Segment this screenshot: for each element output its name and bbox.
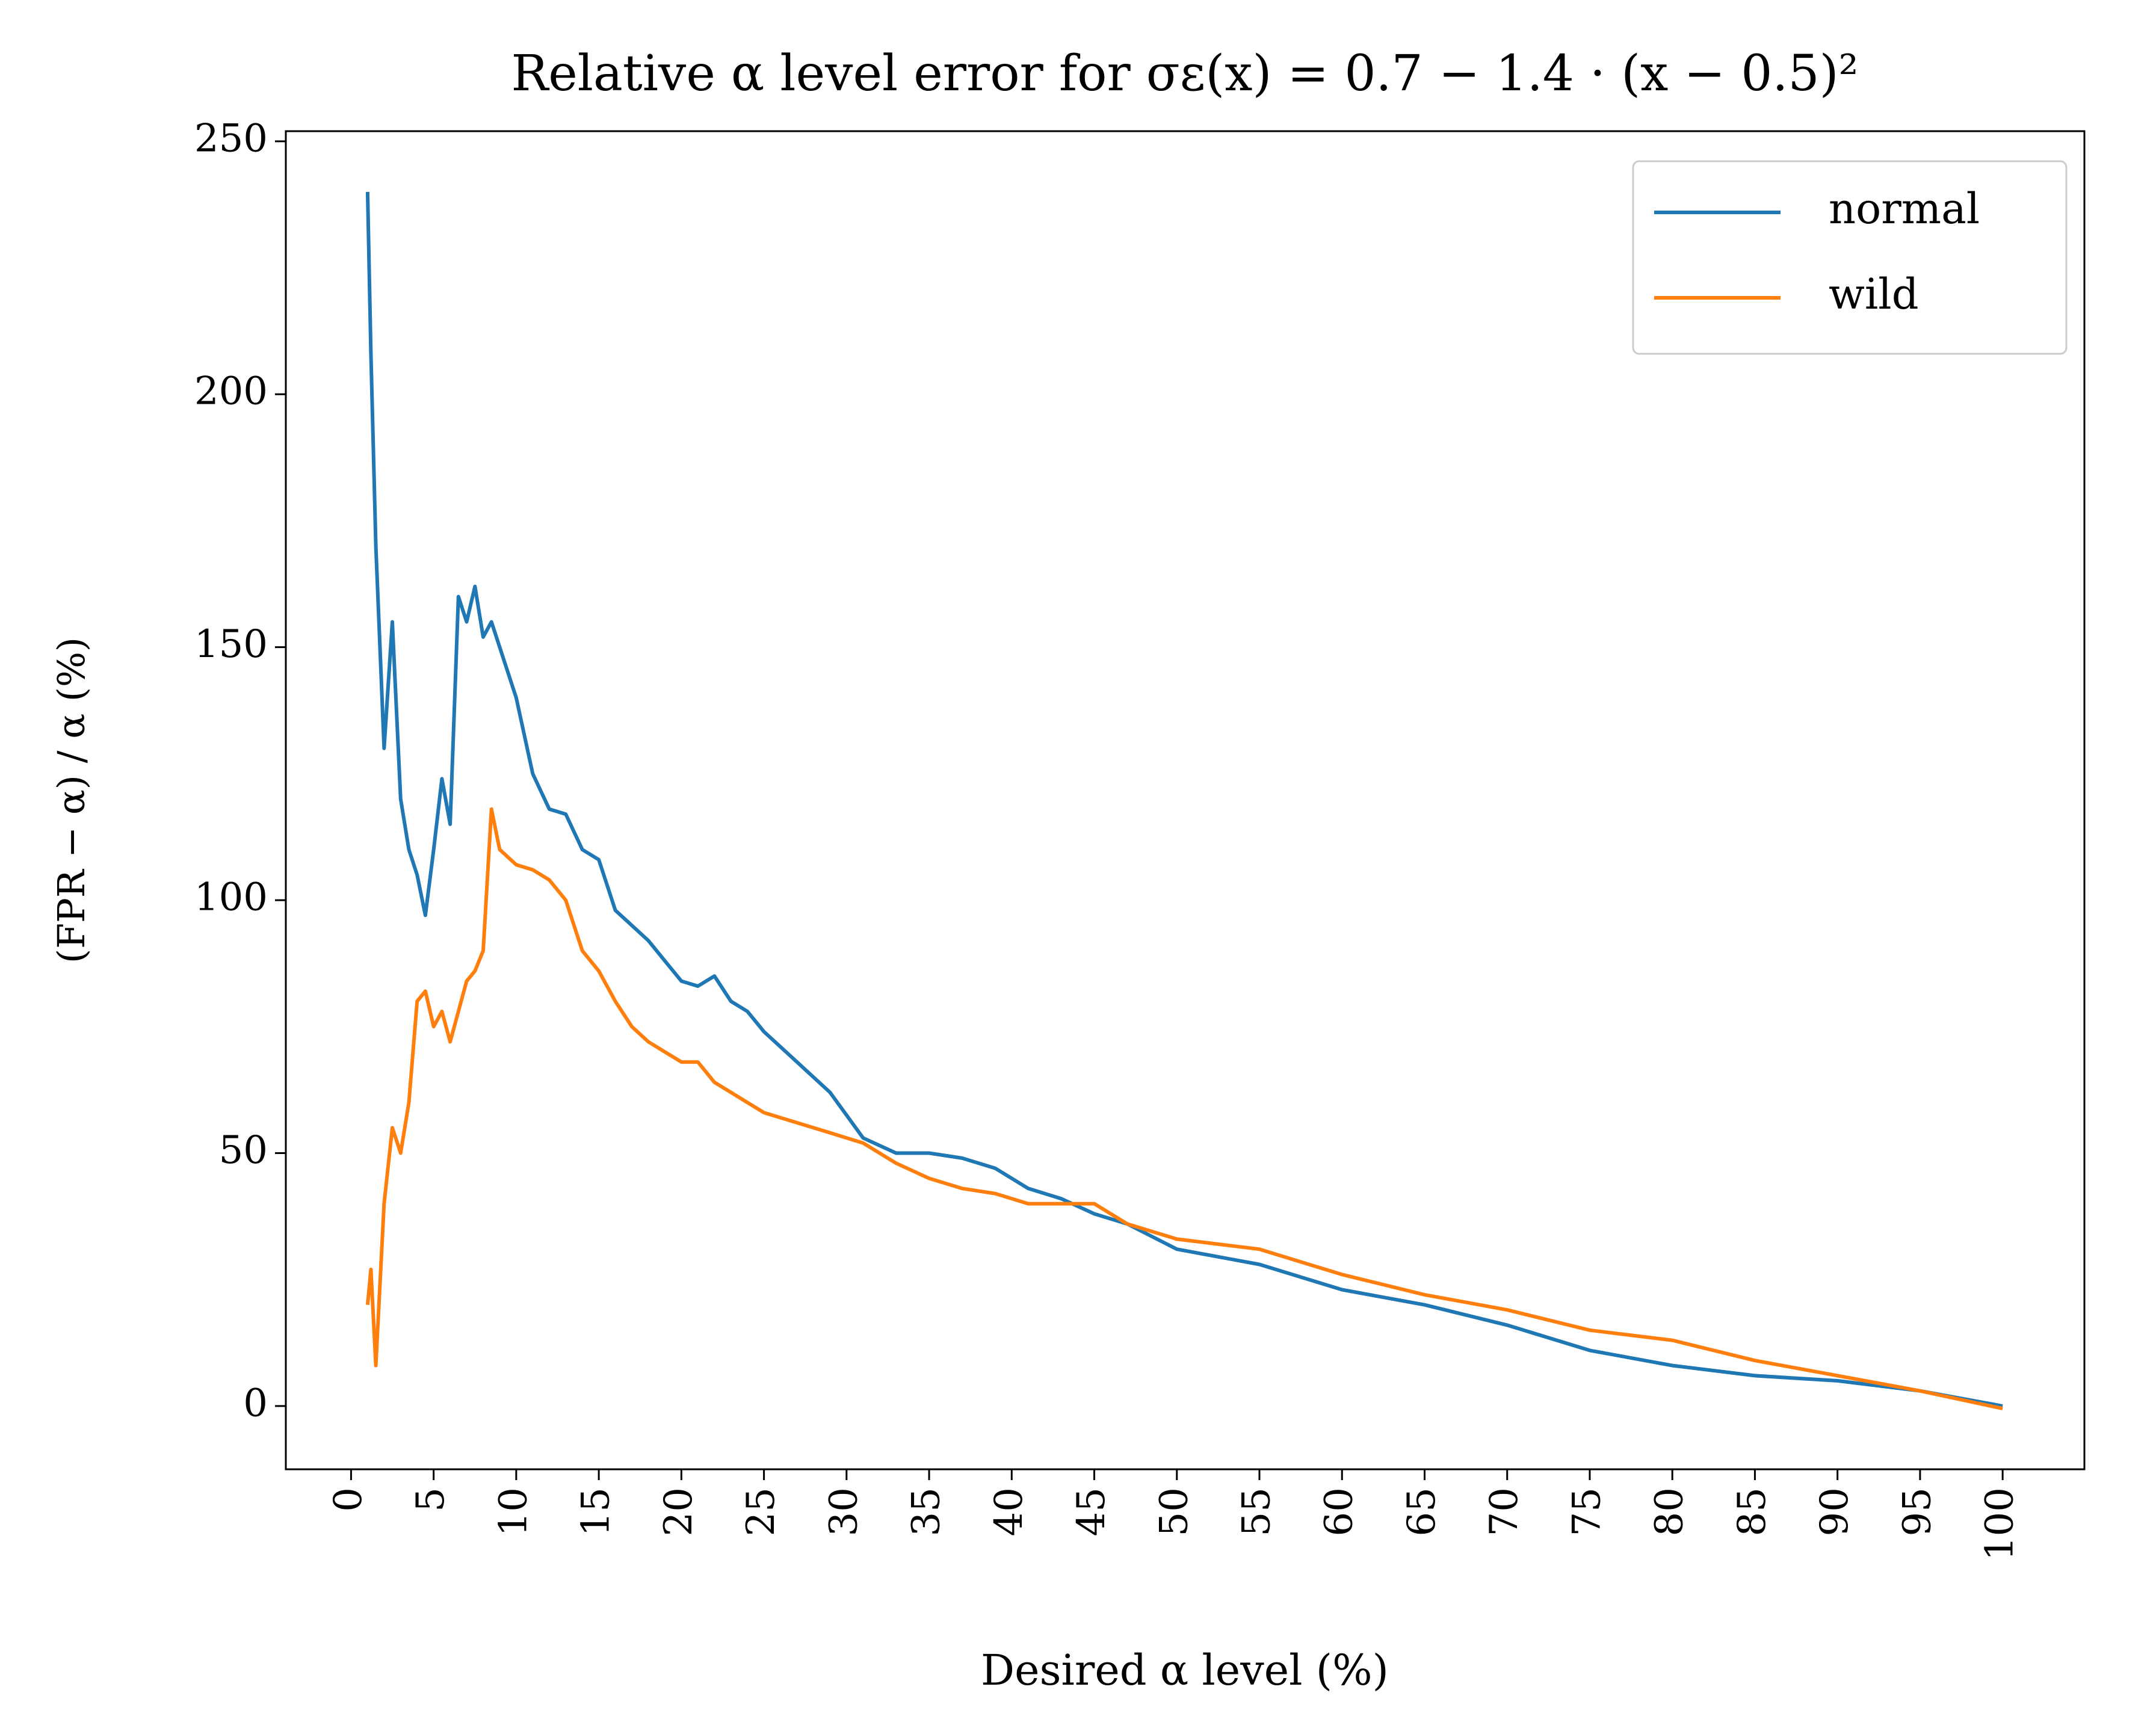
legend-box — [1632, 160, 2068, 355]
x-tick-label: 45 — [1069, 1487, 1114, 1536]
x-tick-label: 70 — [1482, 1487, 1527, 1536]
y-tick-label: 150 — [194, 622, 268, 667]
axes-frame — [285, 130, 2086, 1470]
x-tick-label: 65 — [1400, 1487, 1444, 1536]
x-tick-label: 90 — [1812, 1487, 1857, 1536]
x-tick-label: 0 — [326, 1487, 371, 1512]
series-line — [365, 807, 2003, 1411]
y-tick-label: 250 — [194, 116, 268, 161]
x-tick-label: 75 — [1564, 1487, 1609, 1536]
y-tick-label: 100 — [194, 875, 268, 920]
x-tick-label: 35 — [904, 1487, 949, 1536]
x-tick-label: 25 — [739, 1487, 783, 1536]
y-tick-label: 200 — [194, 369, 268, 414]
y-axis-label: (FPR − α) / α (%) — [49, 637, 93, 963]
x-tick-label: 55 — [1235, 1487, 1279, 1536]
x-tick-label: 100 — [1978, 1487, 2022, 1561]
y-tick-label: 50 — [219, 1128, 268, 1173]
x-tick-label: 50 — [1152, 1487, 1196, 1536]
x-tick-label: 15 — [574, 1487, 619, 1536]
y-tick-label: 0 — [243, 1381, 268, 1425]
x-tick-label: 5 — [409, 1487, 453, 1512]
x-tick-label: 60 — [1317, 1487, 1362, 1536]
x-tick-label: 40 — [987, 1487, 1031, 1536]
x-axis-label: Desired α level (%) — [981, 1646, 1389, 1695]
x-tick-label: 85 — [1730, 1487, 1775, 1536]
x-tick-label: 95 — [1895, 1487, 1939, 1536]
x-tick-label: 20 — [656, 1487, 701, 1536]
chart-title: Relative α level error for σε(x) = 0.7 −… — [511, 45, 1858, 102]
series-line — [365, 191, 2003, 1408]
legend-label: normal — [1829, 184, 1980, 233]
x-tick-label: 10 — [491, 1487, 536, 1536]
x-tick-label: 80 — [1648, 1487, 1692, 1536]
legend-label: wild — [1829, 270, 1919, 319]
x-tick-label: 30 — [821, 1487, 866, 1536]
